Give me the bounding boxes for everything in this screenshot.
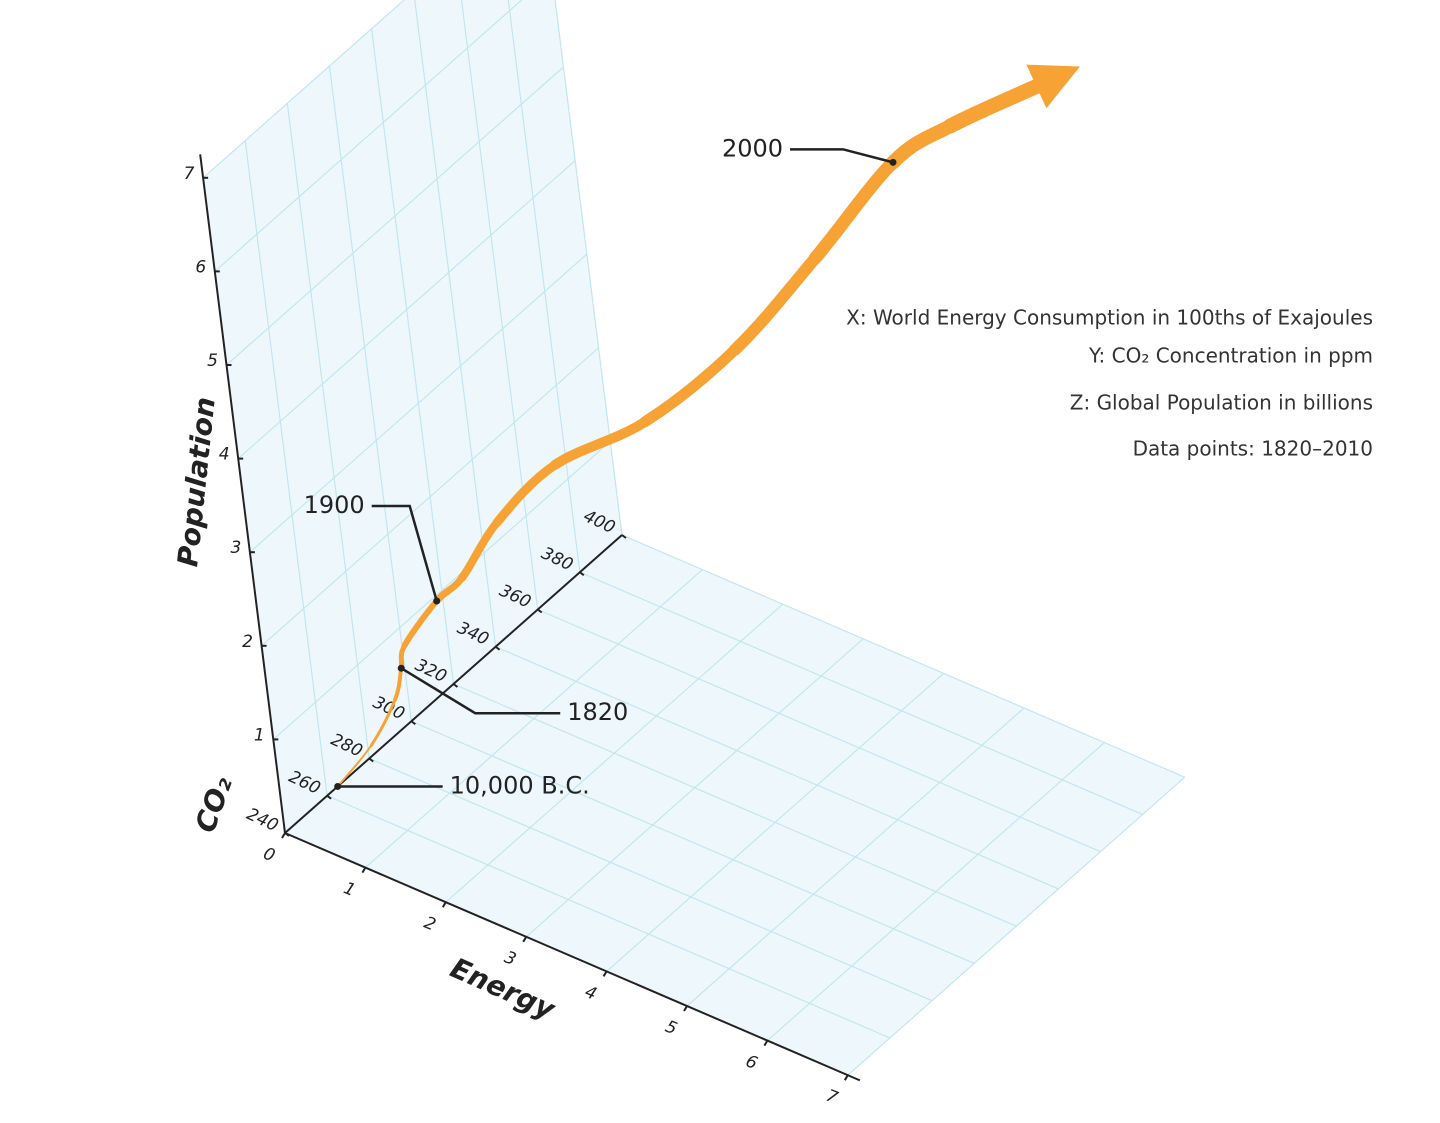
grid-line (606, 672, 944, 972)
annotation-point (397, 664, 405, 672)
tick-mark (361, 867, 367, 874)
annotation-point (334, 782, 342, 790)
z-axis (199, 154, 286, 834)
back-wall (203, 0, 622, 833)
tick-mark (621, 534, 627, 539)
x-tick-label: 7 (823, 1086, 841, 1109)
arrow-head (1026, 64, 1081, 109)
grid-line (272, 440, 611, 740)
y-axis-title: CO₂ (188, 772, 239, 837)
tick-mark (368, 757, 374, 763)
grid-line (525, 638, 864, 938)
curve-segment (808, 155, 900, 265)
annotation-label: 10,000 B.C. (450, 771, 590, 799)
z-tick-label: 5 (207, 351, 218, 371)
curve-segment (886, 119, 958, 170)
curve-segment (369, 697, 397, 747)
curve-segment (401, 597, 440, 649)
x-axis (284, 832, 861, 1082)
annotation-label: 2000 (722, 134, 783, 162)
grid-line (261, 347, 599, 647)
tick-mark (579, 571, 585, 577)
tick-mark (410, 720, 416, 726)
grid-line (460, 0, 539, 610)
x-tick-label: 2 (421, 913, 439, 936)
curve-segment (728, 252, 822, 356)
tick-mark (495, 645, 501, 651)
note: Z: Global Population in billions (1070, 391, 1373, 415)
grid-line (328, 65, 412, 722)
curve-segment (942, 78, 1044, 134)
y-tick-label: 240 (243, 804, 281, 836)
annotation-point (889, 158, 897, 166)
grid-line (214, 0, 523, 272)
grid-line (244, 140, 328, 796)
z-tick-label: 7 (184, 164, 195, 184)
grid-line (365, 569, 703, 869)
grid-line (286, 103, 370, 759)
grid-line (554, 0, 623, 536)
tick-mark (522, 936, 528, 943)
leader-line (400, 667, 561, 715)
note: Y: CO₂ Concentration in ppm (1088, 344, 1373, 368)
grid-line (411, 720, 975, 965)
note: X: World Energy Consumption in 100ths of… (846, 306, 1373, 330)
note: Data points: 1820–2010 (1133, 437, 1373, 461)
tick-mark (441, 901, 447, 908)
x-tick-label: 0 (260, 844, 278, 867)
grid-line (249, 253, 588, 553)
annotation-label: 1820 (567, 698, 628, 726)
tick-mark (683, 1005, 688, 1012)
curve-segment (639, 344, 741, 428)
x-tick-label: 1 (341, 878, 359, 901)
z-tick-label: 4 (219, 445, 230, 465)
grid-line (847, 776, 1186, 1076)
grid-line (453, 683, 1017, 927)
tick-mark (843, 1074, 849, 1081)
grid-line (237, 160, 576, 460)
z-tick-label: 6 (195, 257, 206, 277)
x-tick-label: 6 (743, 1051, 761, 1074)
grid-line (226, 66, 564, 366)
leader-line (371, 504, 438, 602)
grid-line (621, 534, 1185, 778)
x-tick-label: 4 (582, 982, 600, 1005)
grid-line (370, 28, 455, 685)
grid-line (445, 603, 784, 903)
tick-mark (284, 832, 290, 837)
z-tick-label: 3 (230, 538, 241, 558)
tick-mark (452, 683, 459, 688)
curve-segment (492, 460, 560, 528)
grid-line (537, 608, 1101, 853)
x-tick-label: 5 (662, 1017, 680, 1040)
grid-line (369, 757, 933, 1002)
grid-line (495, 646, 1059, 890)
curve-segment (549, 416, 650, 470)
tick-mark (763, 1040, 769, 1047)
leader-line (790, 148, 894, 164)
curve-segment (457, 518, 501, 582)
grid-line (767, 742, 1105, 1042)
grid-line (326, 795, 891, 1039)
z-axis-title: Population (171, 395, 222, 568)
tick-mark (537, 608, 543, 614)
x-tick-label: 3 (501, 948, 519, 971)
annotation-point (433, 597, 441, 605)
grid-line (579, 571, 1143, 816)
z-tick-label: 1 (254, 725, 265, 745)
planes (203, 0, 1185, 1076)
tick-mark (326, 794, 332, 800)
annotation-label: 1900 (304, 491, 365, 519)
grid-line (202, 0, 406, 179)
tick-mark (602, 970, 608, 977)
z-tick-label: 2 (242, 632, 253, 652)
grid-line (686, 707, 1025, 1007)
